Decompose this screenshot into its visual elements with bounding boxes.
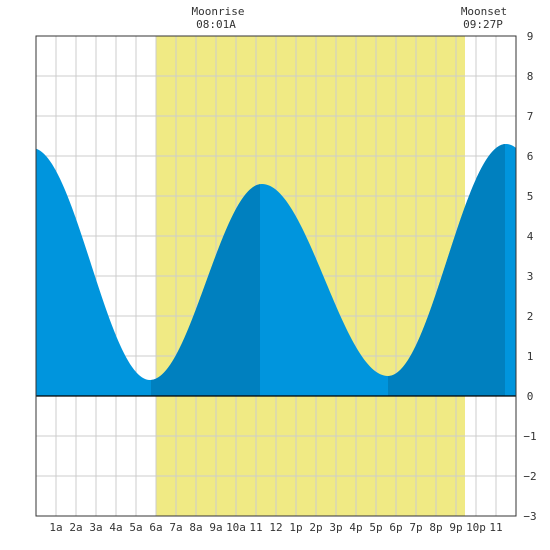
x-tick-label: 11 (489, 521, 502, 534)
x-tick-label: 2a (69, 521, 82, 534)
y-tick-label: 1 (527, 350, 534, 363)
y-tick-label: −2 (523, 470, 536, 483)
x-tick-label: 9p (449, 521, 462, 534)
y-tick-label: 9 (527, 30, 534, 43)
x-tick-label: 3a (89, 521, 102, 534)
moonrise-time: 08:01A (196, 18, 236, 31)
y-tick-label: 2 (527, 310, 534, 323)
x-tick-label: 8a (189, 521, 202, 534)
plot-frame-group (35, 35, 517, 517)
tide-area-dark-band (151, 184, 260, 396)
y-tick-labels: 9 8 7 6 5 4 3 2 1 0 −1 −2 −3 (523, 30, 536, 523)
x-tick-label: 6p (389, 521, 402, 534)
tide-area-dark-band (388, 144, 505, 396)
x-tick-label: 12 (269, 521, 282, 534)
moon-labels: Moonrise 08:01A Moonset 09:27P (192, 5, 508, 31)
x-tick-label: 7p (409, 521, 422, 534)
moonset-time: 09:27P (463, 18, 503, 31)
x-tick-label: 10a (226, 521, 246, 534)
x-tick-label: 10p (466, 521, 486, 534)
x-tick-label: 1p (289, 521, 302, 534)
x-tick-label: 11 (249, 521, 262, 534)
x-tick-label: 4a (109, 521, 122, 534)
plot-frame (35, 35, 517, 517)
x-tick-label: 8p (429, 521, 442, 534)
x-tick-label: 3p (329, 521, 342, 534)
y-tick-label: −1 (523, 430, 536, 443)
x-tick-label: 2p (309, 521, 322, 534)
moonrise-title: Moonrise (192, 5, 245, 18)
x-tick-label: 4p (349, 521, 362, 534)
x-tick-label: 9a (209, 521, 222, 534)
y-tick-label: 5 (527, 190, 534, 203)
y-tick-label: 0 (527, 390, 534, 403)
tide-area (36, 144, 516, 396)
y-tick-label: 3 (527, 270, 534, 283)
x-tick-label: 1a (49, 521, 62, 534)
x-tick-label: 6a (149, 521, 162, 534)
y-tick-label: 7 (527, 110, 534, 123)
moonset-title: Moonset (461, 5, 507, 18)
y-tick-label: 4 (527, 230, 534, 243)
x-tick-label: 5a (129, 521, 142, 534)
x-tick-label: 7a (169, 521, 182, 534)
x-tick-label: 5p (369, 521, 382, 534)
x-tick-labels: 1a 2a 3a 4a 5a 6a 7a 8a 9a 10a 11 12 1p 2p 3p 4p 5p 6p 7p 8… (49, 521, 502, 534)
tide-area-group (36, 144, 516, 396)
y-tick-label: 8 (527, 70, 534, 83)
y-tick-label: −3 (523, 510, 536, 523)
y-tick-label: 6 (527, 150, 534, 163)
